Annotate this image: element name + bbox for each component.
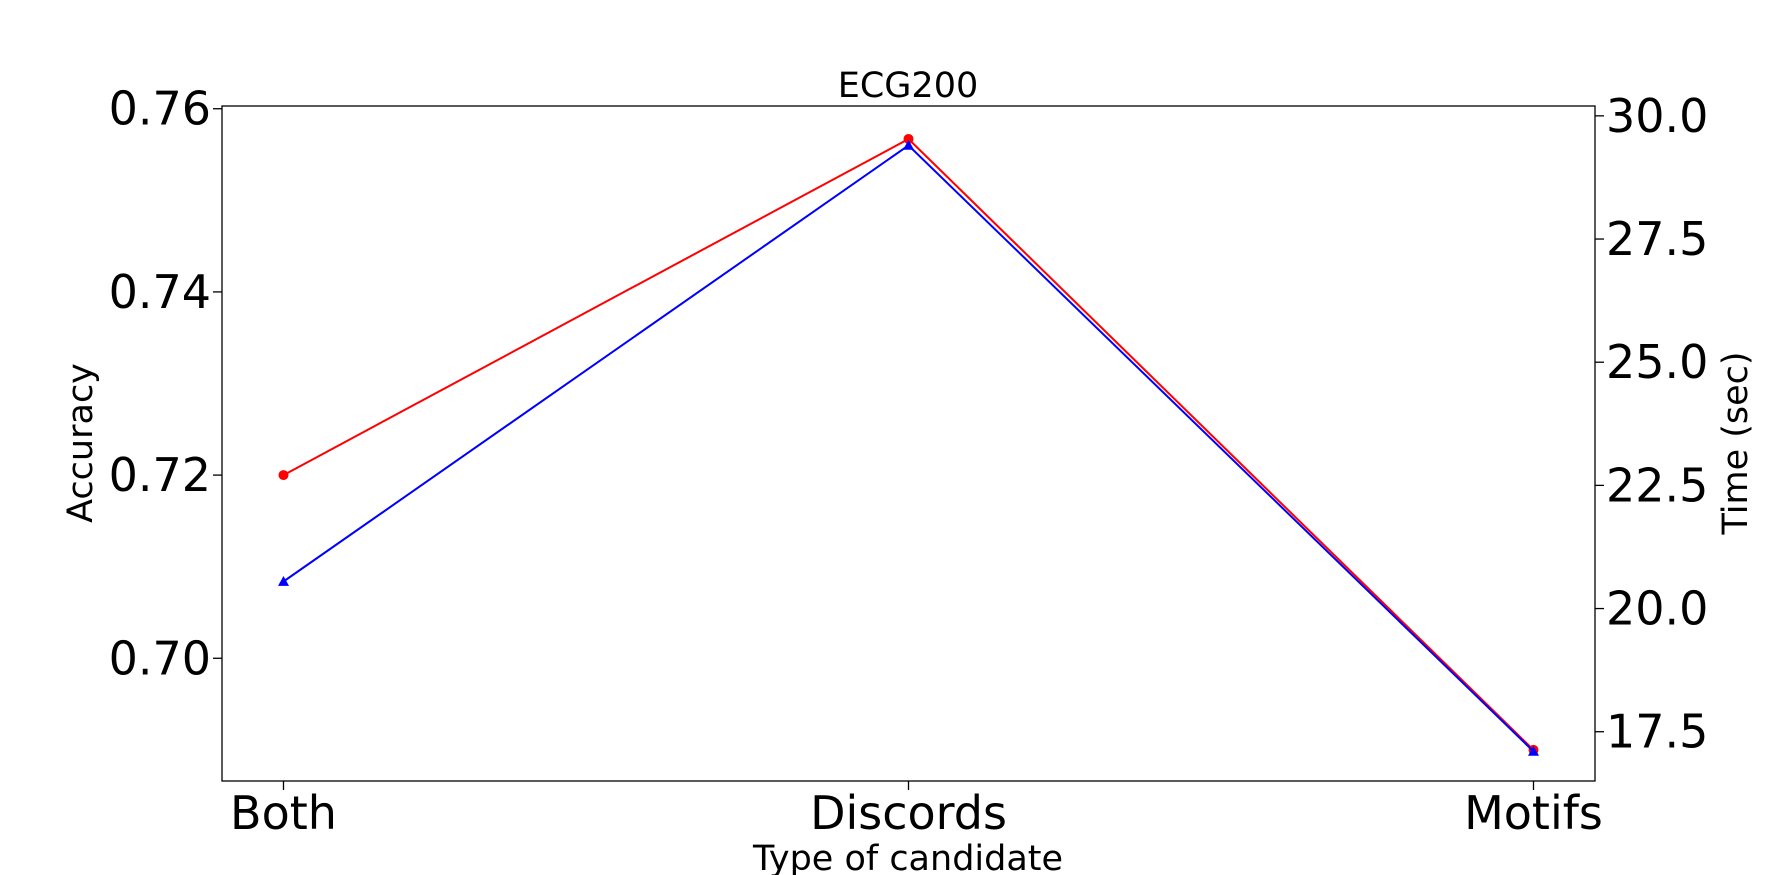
right-tick-label: 20.0	[1606, 582, 1708, 636]
plot-frame	[221, 105, 1596, 782]
series-1-point	[278, 470, 289, 481]
series-2-point	[903, 139, 914, 150]
series-2-line	[282, 144, 1535, 753]
x-tick-label: Discords	[810, 786, 1007, 840]
right-axis-ticks: 17.5 20.0 22.5 25.0 27.5 30.0	[1595, 89, 1708, 759]
right-tick-label: 27.5	[1606, 212, 1708, 266]
y-axis-label: Accuracy	[61, 363, 101, 523]
x-tick-label: Both	[230, 786, 337, 840]
right-tick-label: 25.0	[1606, 335, 1708, 389]
x-axis-ticks: Both Discords Motifs	[230, 781, 1603, 840]
left-tick-label: 0.72	[109, 448, 211, 502]
left-tick-label: 0.70	[109, 631, 211, 685]
left-tick-label: 0.74	[109, 265, 211, 319]
series-2-point	[1528, 745, 1539, 756]
chart-title: ECG200	[838, 66, 978, 106]
series-1-line	[283, 137, 1535, 751]
left-tick-label: 0.76	[109, 82, 211, 136]
right-tick-label: 30.0	[1606, 89, 1708, 143]
series-layer	[278, 133, 1539, 756]
right-tick-label: 17.5	[1606, 705, 1708, 759]
right-tick-label: 22.5	[1606, 458, 1708, 512]
x-axis-label: Type of candidate	[752, 839, 1063, 875]
left-axis-ticks: 0.70 0.72 0.74 0.76	[109, 82, 222, 685]
y2-axis-label: Time (sec)	[1716, 351, 1756, 535]
series-1-point	[903, 133, 914, 144]
x-tick-label: Motifs	[1464, 786, 1603, 840]
series-2-point	[278, 576, 289, 586]
